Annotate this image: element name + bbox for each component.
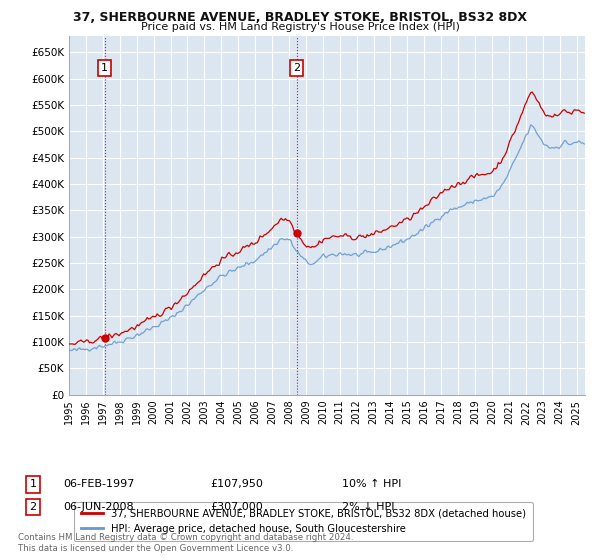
Text: 37, SHERBOURNE AVENUE, BRADLEY STOKE, BRISTOL, BS32 8DX: 37, SHERBOURNE AVENUE, BRADLEY STOKE, BR… [73,11,527,24]
Text: 2: 2 [29,502,37,512]
Text: 2% ↓ HPI: 2% ↓ HPI [342,502,395,512]
Text: £307,000: £307,000 [210,502,263,512]
Text: Contains HM Land Registry data © Crown copyright and database right 2024.
This d: Contains HM Land Registry data © Crown c… [18,533,353,553]
Legend: 37, SHERBOURNE AVENUE, BRADLEY STOKE, BRISTOL, BS32 8DX (detached house), HPI: A: 37, SHERBOURNE AVENUE, BRADLEY STOKE, BR… [74,502,533,542]
Text: 2: 2 [293,63,300,73]
Text: 1: 1 [101,63,108,73]
Text: 1: 1 [29,479,37,489]
Text: 06-JUN-2008: 06-JUN-2008 [63,502,134,512]
Text: 10% ↑ HPI: 10% ↑ HPI [342,479,401,489]
Text: Price paid vs. HM Land Registry's House Price Index (HPI): Price paid vs. HM Land Registry's House … [140,22,460,32]
Text: £107,950: £107,950 [210,479,263,489]
Text: 06-FEB-1997: 06-FEB-1997 [63,479,134,489]
